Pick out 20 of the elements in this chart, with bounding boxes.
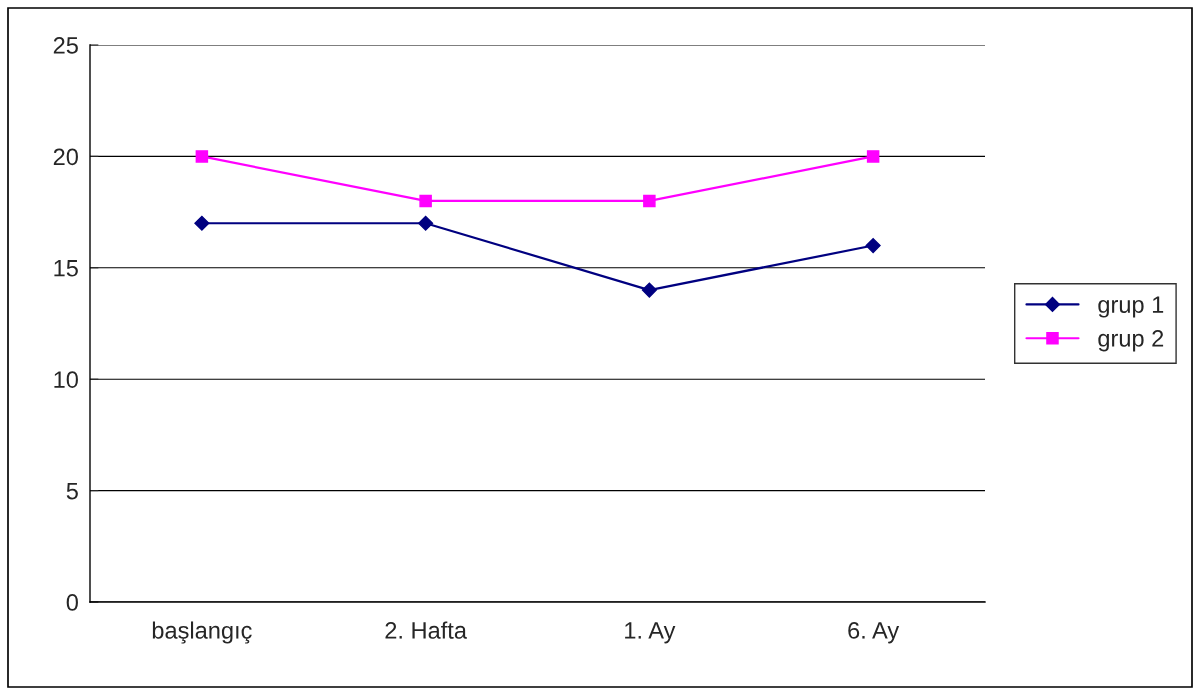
point bbox=[865, 237, 881, 254]
point bbox=[866, 150, 880, 163]
y-tick-label: 0 bbox=[66, 594, 78, 611]
point bbox=[643, 194, 656, 208]
y-tick-label: 25 bbox=[53, 37, 78, 54]
point bbox=[194, 215, 210, 231]
x-tick-label: 6. Ay bbox=[848, 622, 900, 644]
point bbox=[418, 215, 434, 231]
point bbox=[641, 282, 657, 298]
x-tick-label: başlangıç bbox=[152, 621, 252, 644]
y-tick-label: 15 bbox=[54, 260, 78, 277]
x-tick-label: 2. Hafta bbox=[385, 621, 467, 639]
x-tick-label: 1. Ay bbox=[625, 622, 676, 644]
legend-label: grup 1 bbox=[1098, 296, 1164, 318]
point bbox=[195, 150, 209, 163]
legend-label: grup 2 bbox=[1098, 330, 1164, 352]
y-tick-label: 10 bbox=[54, 371, 78, 388]
point bbox=[419, 194, 432, 208]
y-tick-label: 20 bbox=[53, 148, 78, 166]
y-tick-label: 5 bbox=[66, 482, 78, 500]
